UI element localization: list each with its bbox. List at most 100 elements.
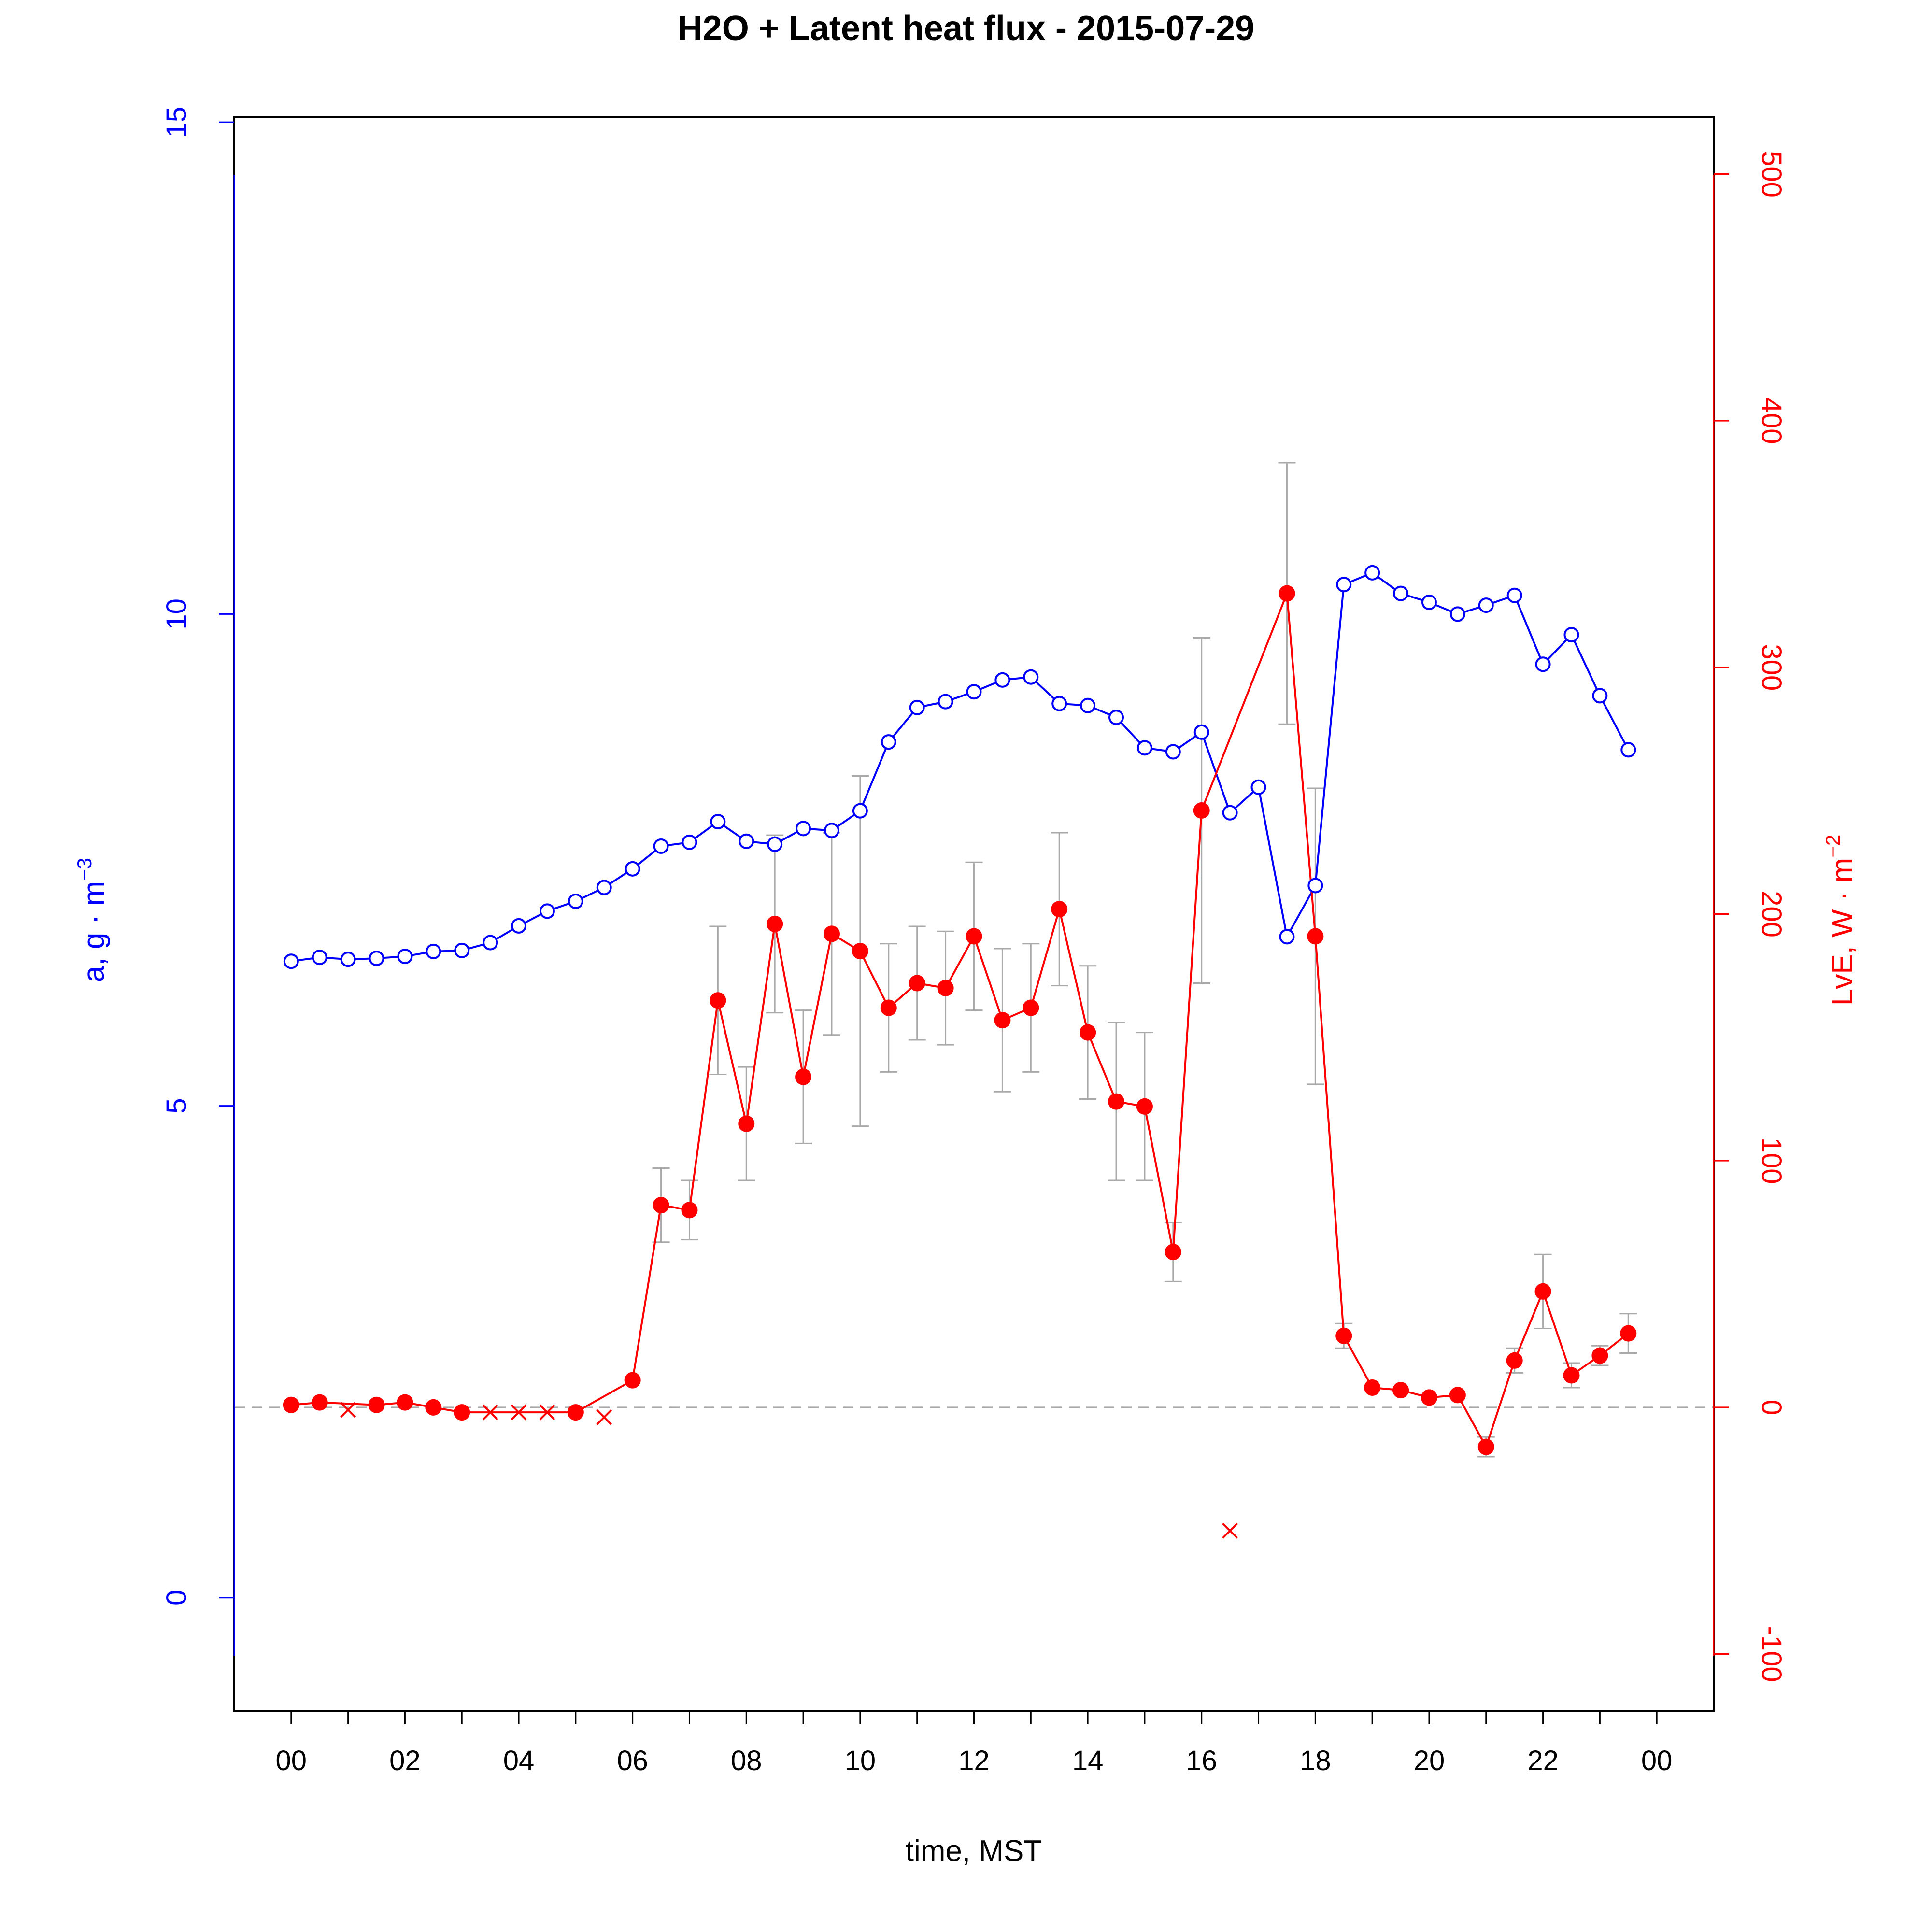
cross-stroke — [482, 1404, 498, 1421]
h2o-point — [1393, 585, 1409, 601]
lve-flagged-point — [482, 1404, 498, 1421]
h2o-point — [283, 953, 299, 969]
x-tick-label: 12 — [958, 1745, 990, 1776]
x-tick-label: 18 — [1300, 1745, 1331, 1776]
x-tick-label: 00 — [276, 1745, 307, 1776]
right-axis-label-sup: −2 — [1821, 835, 1844, 858]
lve-point — [966, 928, 982, 945]
h2o-point — [539, 903, 555, 919]
h2o-point — [1222, 805, 1238, 821]
right-y-tick-label: 100 — [1756, 1137, 1787, 1184]
h2o-point — [1165, 744, 1181, 760]
lve-point — [1307, 928, 1324, 945]
lve-point — [880, 999, 897, 1016]
left-y-tick-label: 5 — [161, 1098, 192, 1113]
h2o-point — [1023, 669, 1039, 685]
h2o-point — [340, 952, 356, 967]
lve-point — [1534, 1283, 1551, 1300]
h2o-point — [596, 880, 612, 895]
lve-point — [368, 1396, 385, 1413]
right-y-tick-label: -100 — [1756, 1626, 1787, 1682]
lve-point — [1449, 1387, 1466, 1404]
x-axis-label: time, MST — [906, 1834, 1042, 1868]
lve-point — [1421, 1389, 1437, 1406]
h2o-point — [1506, 587, 1522, 603]
h2o-point — [1620, 742, 1636, 758]
left-y-tick-label: 15 — [161, 107, 192, 138]
x-tick-label: 02 — [389, 1745, 421, 1776]
h2o-point — [397, 949, 413, 965]
h2o-point — [511, 918, 527, 934]
right-y-tick-label: 0 — [1756, 1400, 1787, 1415]
x-tick-label: 16 — [1186, 1745, 1217, 1776]
h2o-point — [1449, 606, 1465, 622]
h2o-point — [767, 836, 783, 852]
lve-flagged-point — [1222, 1522, 1238, 1539]
lve-point — [738, 1115, 755, 1132]
lve-point — [624, 1372, 641, 1389]
lve-point — [1477, 1438, 1494, 1455]
lve-point — [1506, 1352, 1523, 1369]
lve-point — [283, 1396, 299, 1413]
right-y-tick-label: 400 — [1756, 398, 1787, 444]
lve-flagged-point — [340, 1402, 356, 1418]
lve-point — [1335, 1327, 1352, 1344]
lve-point — [1023, 999, 1039, 1016]
lve-point — [311, 1394, 328, 1411]
x-axis: 00 02 04 06 08 10 12 14 16 18 20 22 00 — [276, 1711, 1672, 1776]
h2o-point — [1421, 594, 1437, 610]
lve-point — [653, 1197, 669, 1214]
h2o-series-line — [291, 571, 1630, 963]
lve-point — [1392, 1382, 1409, 1399]
left-axis-label-sup: −3 — [73, 858, 96, 881]
lve-point — [425, 1399, 442, 1416]
lve-series-line — [291, 593, 1629, 1449]
lve-point — [1364, 1379, 1381, 1396]
h2o-point — [966, 684, 982, 700]
h2o-point — [909, 699, 925, 715]
lve-point — [1080, 1024, 1096, 1041]
h2o-point — [739, 833, 754, 849]
lve-point — [1591, 1347, 1608, 1364]
x-tick-label: 22 — [1527, 1745, 1559, 1776]
lve-point — [1108, 1093, 1125, 1110]
h2o-point — [1279, 929, 1295, 945]
h2o-point — [1051, 696, 1067, 711]
h2o-point — [1136, 740, 1152, 756]
lve-point — [1620, 1325, 1637, 1342]
lve-point — [1563, 1367, 1580, 1384]
lve-point — [1165, 1244, 1181, 1261]
left-axis-label-main: a, g · m — [77, 881, 111, 982]
h2o-point — [426, 943, 441, 959]
x-tick-label: 10 — [845, 1745, 876, 1776]
h2o-point — [796, 821, 811, 837]
right-axis-label: LvE, W · m−2 — [1821, 835, 1859, 1006]
h2o-point — [1080, 697, 1096, 713]
h2o-point — [568, 894, 583, 909]
h2o-point — [483, 935, 498, 951]
h2o-point — [454, 942, 470, 958]
left-y-tick-label: 0 — [161, 1590, 192, 1605]
right-y-tick-label: 200 — [1756, 891, 1787, 938]
cross-stroke — [1222, 1522, 1238, 1539]
x-tick-label: 04 — [503, 1745, 535, 1776]
lve-point — [397, 1394, 413, 1411]
series-lines — [291, 571, 1630, 1449]
right-y-tick-label: 500 — [1756, 151, 1787, 198]
h2o-point — [1592, 688, 1608, 704]
lve-point — [1279, 585, 1295, 602]
lve-point — [823, 925, 840, 942]
x-tick-label: 20 — [1414, 1745, 1445, 1776]
h2o-point — [653, 838, 669, 854]
lve-flagged-point — [539, 1404, 555, 1421]
h2o-point — [682, 834, 697, 850]
chart-title: H2O + Latent heat flux - 2015-07-29 — [678, 9, 1254, 48]
cross-stroke — [511, 1404, 527, 1421]
lve-point — [1193, 802, 1210, 819]
cross-stroke — [596, 1409, 612, 1425]
h2o-point — [369, 951, 384, 966]
h2o-point — [1250, 779, 1266, 795]
series-points — [283, 565, 1637, 1539]
right-y-tick-label: 300 — [1756, 644, 1787, 691]
